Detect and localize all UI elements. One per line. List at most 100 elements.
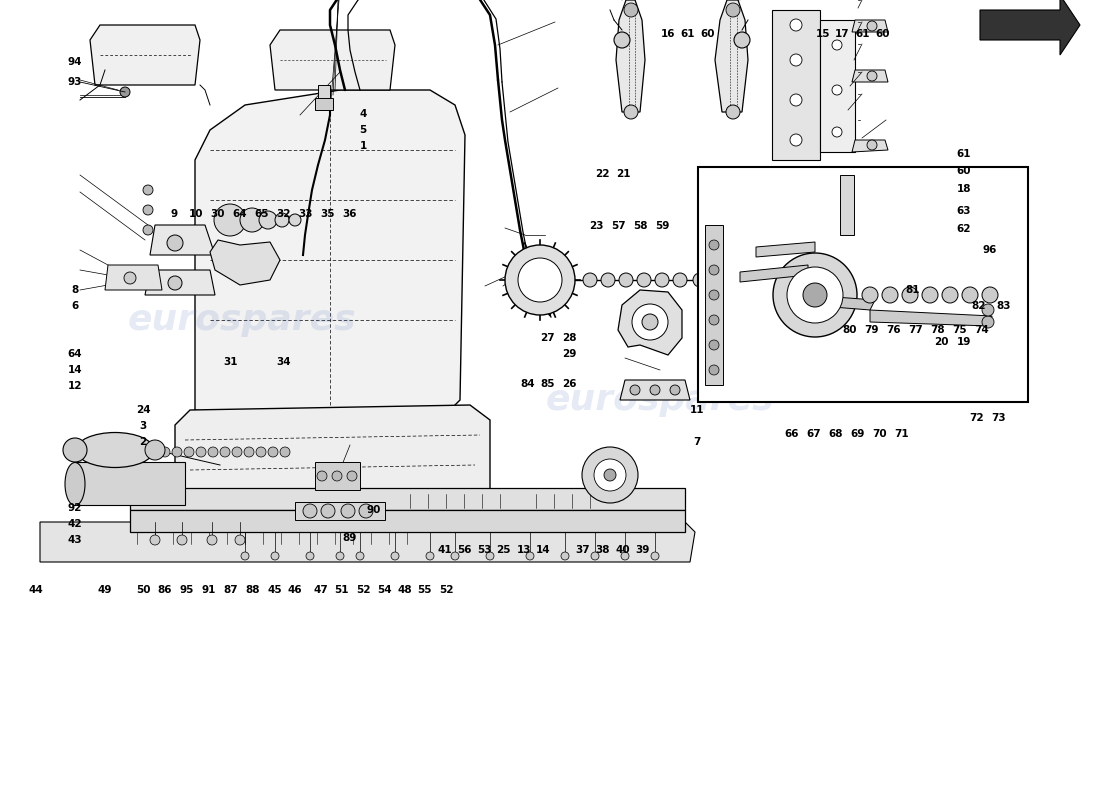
Text: 79: 79 bbox=[864, 325, 879, 334]
Circle shape bbox=[275, 213, 289, 227]
Circle shape bbox=[168, 276, 182, 290]
Text: 9: 9 bbox=[170, 210, 177, 219]
Bar bbox=[130, 488, 685, 510]
Circle shape bbox=[332, 471, 342, 481]
Circle shape bbox=[63, 438, 87, 462]
Text: 38: 38 bbox=[595, 546, 610, 555]
Polygon shape bbox=[145, 270, 214, 295]
Polygon shape bbox=[980, 0, 1080, 55]
Circle shape bbox=[505, 245, 575, 315]
Text: 61: 61 bbox=[680, 29, 695, 38]
Polygon shape bbox=[616, 0, 645, 112]
Text: 69: 69 bbox=[850, 429, 866, 438]
Text: 2: 2 bbox=[140, 437, 146, 446]
Text: 76: 76 bbox=[886, 325, 901, 334]
Circle shape bbox=[208, 447, 218, 457]
Text: 42: 42 bbox=[67, 519, 82, 529]
Circle shape bbox=[591, 552, 600, 560]
Bar bbox=[705, 225, 723, 385]
Circle shape bbox=[867, 21, 877, 31]
Circle shape bbox=[710, 315, 719, 325]
Text: 24: 24 bbox=[135, 405, 151, 414]
Circle shape bbox=[150, 535, 160, 545]
Circle shape bbox=[280, 447, 290, 457]
Circle shape bbox=[630, 385, 640, 395]
Text: 61: 61 bbox=[855, 29, 870, 38]
Text: 14: 14 bbox=[67, 365, 82, 374]
Polygon shape bbox=[40, 522, 695, 562]
Circle shape bbox=[241, 552, 249, 560]
Text: 5: 5 bbox=[360, 125, 366, 134]
Circle shape bbox=[341, 504, 355, 518]
Circle shape bbox=[726, 105, 740, 119]
Circle shape bbox=[561, 552, 569, 560]
Text: 44: 44 bbox=[29, 586, 44, 595]
Text: 23: 23 bbox=[588, 221, 604, 230]
Polygon shape bbox=[150, 225, 214, 255]
Text: 74: 74 bbox=[974, 325, 989, 334]
Circle shape bbox=[240, 208, 264, 232]
Circle shape bbox=[773, 253, 857, 337]
Circle shape bbox=[962, 287, 978, 303]
Circle shape bbox=[862, 287, 878, 303]
Polygon shape bbox=[772, 10, 820, 160]
Circle shape bbox=[790, 134, 802, 146]
Text: 4: 4 bbox=[360, 109, 366, 118]
Text: 58: 58 bbox=[632, 221, 648, 230]
Circle shape bbox=[710, 265, 719, 275]
Circle shape bbox=[271, 552, 279, 560]
Polygon shape bbox=[715, 0, 748, 112]
Circle shape bbox=[982, 287, 998, 303]
Circle shape bbox=[942, 287, 958, 303]
Circle shape bbox=[832, 85, 842, 95]
Circle shape bbox=[143, 185, 153, 195]
Circle shape bbox=[624, 105, 638, 119]
Circle shape bbox=[710, 365, 719, 375]
Circle shape bbox=[268, 447, 278, 457]
Text: 46: 46 bbox=[287, 586, 303, 595]
Text: 21: 21 bbox=[616, 170, 631, 179]
Circle shape bbox=[172, 447, 182, 457]
Circle shape bbox=[642, 314, 658, 330]
Text: 36: 36 bbox=[342, 210, 358, 219]
Text: 60: 60 bbox=[700, 29, 715, 38]
Circle shape bbox=[651, 552, 659, 560]
Text: 75: 75 bbox=[952, 325, 967, 334]
Circle shape bbox=[120, 87, 130, 97]
Circle shape bbox=[637, 273, 651, 287]
Text: 86: 86 bbox=[157, 586, 173, 595]
Circle shape bbox=[258, 211, 277, 229]
Polygon shape bbox=[820, 20, 855, 152]
Text: 30: 30 bbox=[210, 210, 225, 219]
Bar bbox=[698, 167, 1028, 402]
Polygon shape bbox=[104, 265, 162, 290]
Circle shape bbox=[232, 447, 242, 457]
Circle shape bbox=[922, 287, 938, 303]
Text: 34: 34 bbox=[276, 357, 292, 366]
Text: 3: 3 bbox=[140, 421, 146, 430]
Text: 92: 92 bbox=[67, 503, 82, 513]
Circle shape bbox=[306, 552, 313, 560]
Text: 88: 88 bbox=[245, 586, 261, 595]
Circle shape bbox=[143, 205, 153, 215]
Text: 55: 55 bbox=[417, 586, 432, 595]
Circle shape bbox=[832, 127, 842, 137]
Circle shape bbox=[710, 240, 719, 250]
Text: 15: 15 bbox=[815, 29, 830, 38]
Text: 64: 64 bbox=[67, 349, 82, 358]
Polygon shape bbox=[870, 310, 992, 326]
Bar bbox=[295, 502, 385, 520]
Circle shape bbox=[321, 504, 336, 518]
Text: 29: 29 bbox=[562, 349, 578, 358]
Circle shape bbox=[711, 273, 725, 287]
Text: 77: 77 bbox=[908, 325, 923, 334]
Ellipse shape bbox=[65, 462, 85, 506]
Circle shape bbox=[604, 469, 616, 481]
Circle shape bbox=[207, 535, 217, 545]
Circle shape bbox=[982, 316, 994, 328]
Text: 32: 32 bbox=[276, 210, 292, 219]
Circle shape bbox=[867, 140, 877, 150]
Circle shape bbox=[673, 273, 688, 287]
Circle shape bbox=[486, 552, 494, 560]
Text: 25: 25 bbox=[496, 546, 512, 555]
